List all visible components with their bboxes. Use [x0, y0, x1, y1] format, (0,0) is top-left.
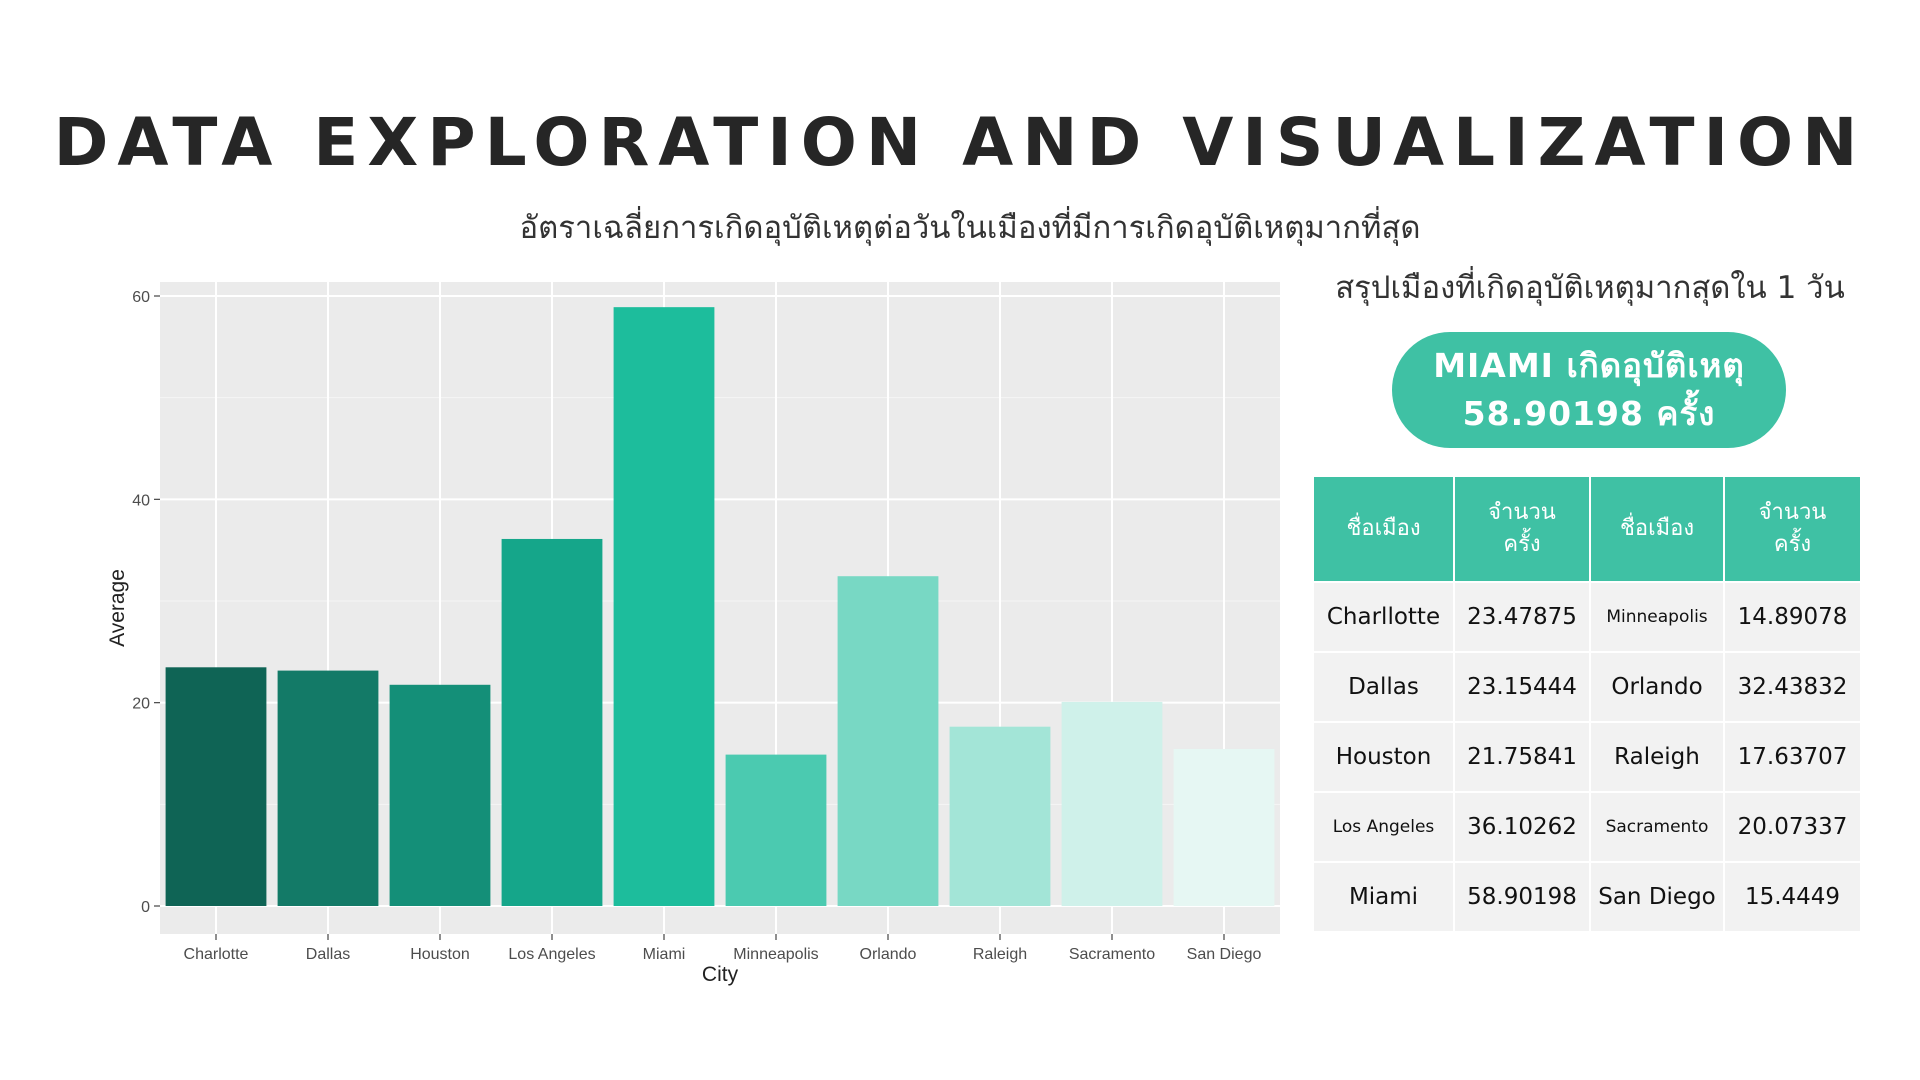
table-row: Houston 21.75841 Raleigh 17.63707 [1312, 721, 1862, 793]
table-cell: 36.10262 [1453, 791, 1591, 863]
x-tick-label: Minneapolis [733, 946, 818, 963]
table-cell: 14.89078 [1723, 581, 1862, 653]
bar-chart: 0 20 40 60 Charlotte Dallas Houston Los Angeles… [106, 282, 1280, 986]
x-tick-label: Houston [410, 946, 470, 963]
bar-dallas [277, 670, 379, 906]
x-tick-label: Raleigh [973, 946, 1027, 963]
x-tick-label: Miami [643, 946, 686, 963]
bar-san-diego [1173, 748, 1275, 906]
table-cell: 20.07337 [1723, 791, 1862, 863]
table-cell: 21.75841 [1453, 721, 1591, 793]
table-cell: 17.63707 [1723, 721, 1862, 793]
bar-miami [613, 307, 715, 906]
x-tick-label: San Diego [1187, 946, 1262, 963]
table-row: Miami 58.90198 San Diego 15.4449 [1312, 861, 1862, 933]
x-tick-label: Dallas [306, 946, 350, 963]
table-cell: 58.90198 [1453, 861, 1591, 933]
x-tick-label: Orlando [860, 946, 917, 963]
bar-raleigh [949, 726, 1051, 906]
summary-heading: สรุปเมืองที่เกิดอุบัติเหตุมากสุดใน 1 วัน [1335, 270, 1845, 306]
table-cell: 32.43832 [1723, 651, 1862, 723]
y-tick-label: 0 [141, 899, 150, 916]
table-row: Charllotte 23.47875 Minneapolis 14.89078 [1312, 581, 1862, 653]
table-cell: Miami [1312, 861, 1455, 933]
table-row: Dallas 23.15444 Orlando 32.43832 [1312, 651, 1862, 723]
table-cell: 23.47875 [1453, 581, 1591, 653]
header-city-1: ชื่อเมือง [1312, 475, 1455, 583]
bar-houston [389, 684, 491, 906]
table-cell: Houston [1312, 721, 1455, 793]
table-cell: Sacramento [1589, 791, 1725, 863]
header-count-2: จำนวน ครั้ง [1723, 475, 1862, 583]
table-cell: Minneapolis [1589, 581, 1725, 653]
highlight-pill: MIAMI เกิดอุบัติเหตุ 58.90198 ครั้ง [1392, 332, 1786, 448]
bar-sacramento [1061, 701, 1163, 906]
y-axis-title: Average [106, 569, 129, 647]
chart-subtitle: อัตราเฉลี่ยการเกิดอุบัติเหตุต่อวันในเมือ… [519, 210, 1421, 246]
y-tick-label: 20 [132, 696, 150, 713]
table-cell: San Diego [1589, 861, 1725, 933]
table-cell: Charllotte [1312, 581, 1455, 653]
x-axis-title: City [702, 963, 739, 986]
table-cell: 15.4449 [1723, 861, 1862, 933]
table-cell: Dallas [1312, 651, 1455, 723]
table-row: Los Angeles 36.10262 Sacramento 20.07337 [1312, 791, 1862, 863]
table-cell: Los Angeles [1312, 791, 1455, 863]
highlight-line-1: MIAMI เกิดอุบัติเหตุ [1433, 346, 1745, 385]
bar-charlotte [165, 667, 267, 906]
table-cell: Orlando [1589, 651, 1725, 723]
x-tick-label: Charlotte [184, 946, 249, 963]
table-cell: 23.15444 [1453, 651, 1591, 723]
highlight-line-2: 58.90198 ครั้ง [1462, 394, 1716, 433]
x-tick-label: Sacramento [1069, 946, 1155, 963]
table-cell: Raleigh [1589, 721, 1725, 793]
table-header-row: ชื่อเมือง จำนวน ครั้ง ชื่อเมือง จำนวน คร… [1312, 475, 1862, 583]
bar-minneapolis [725, 754, 827, 906]
header-city-2: ชื่อเมือง [1589, 475, 1725, 583]
y-tick-label: 40 [132, 492, 150, 509]
header-count-1: จำนวน ครั้ง [1453, 475, 1591, 583]
bar-los-angeles [501, 538, 603, 906]
x-tick-label: Los Angeles [508, 946, 595, 963]
summary-table: ชื่อเมือง จำนวน ครั้ง ชื่อเมือง จำนวน คร… [1312, 475, 1862, 933]
bar-orlando [837, 576, 939, 906]
y-tick-label: 60 [132, 289, 150, 306]
page-title: DATA EXPLORATION AND VISUALIZATION [53, 104, 1867, 181]
